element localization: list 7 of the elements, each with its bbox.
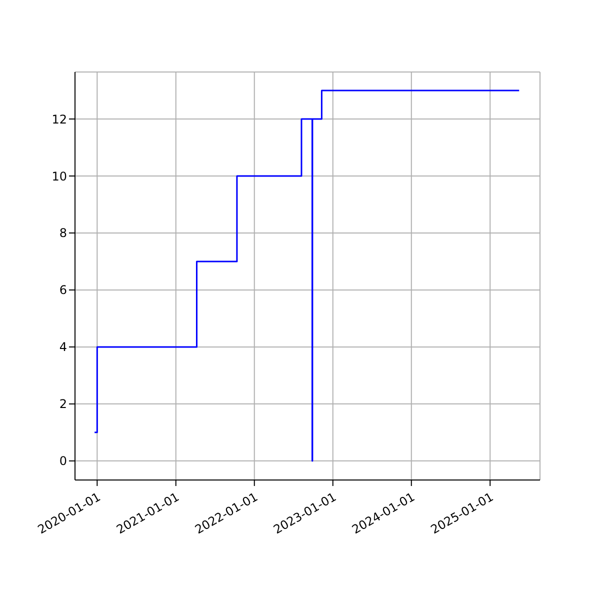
y-tick-label: 8 [59,226,67,240]
y-tick-label: 2 [59,397,67,412]
y-tick-label: 0 [59,454,67,468]
y-tick-label: 10 [52,169,67,184]
y-tick-label: 12 [52,112,67,126]
y-tick-label: 4 [59,340,67,354]
y-tick-label: 6 [59,283,67,298]
